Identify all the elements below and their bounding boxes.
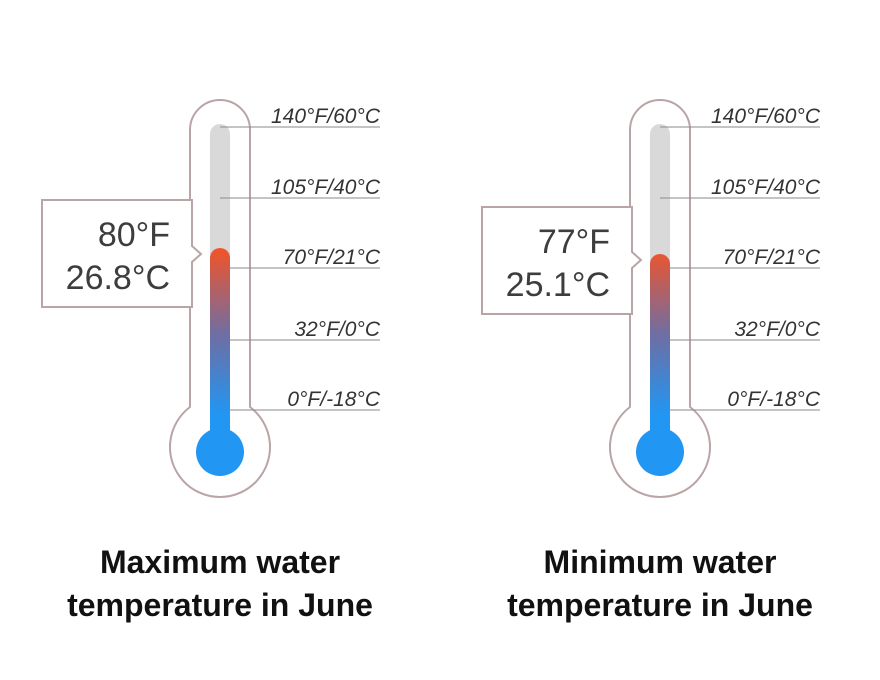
value-callout	[481, 206, 643, 315]
thermometer-minimum: 140°F/60°C 105°F/40°C 70°F/21°C 32°F/0°C 0°F…	[481, 99, 821, 623]
tick-label: 70°F/21°C	[283, 246, 381, 269]
tick-label: 0°F/-18°C	[287, 388, 380, 411]
value-label-celsius: 26.8°C	[66, 259, 170, 297]
value-label-fahrenheit: 77°F	[538, 223, 610, 261]
thermometer-bulb	[636, 428, 684, 476]
thermometer-bulb	[196, 428, 244, 476]
thermometer-maximum: 140°F/60°C 105°F/40°C 70°F/21°C 32°F/0°C 0°F…	[41, 99, 381, 623]
temperature-fill	[650, 254, 670, 440]
tick-label: 140°F/60°C	[711, 105, 821, 128]
value-label-celsius: 25.1°C	[506, 266, 610, 304]
chart-caption-line: temperature in June	[67, 587, 373, 623]
tick-label: 32°F/0°C	[734, 318, 820, 341]
tick-label: 32°F/0°C	[294, 318, 380, 341]
chart-caption-line: Maximum water	[100, 544, 340, 580]
value-label-fahrenheit: 80°F	[98, 216, 170, 254]
chart-caption-line: temperature in June	[507, 587, 813, 623]
tick-label: 105°F/40°C	[711, 176, 821, 199]
chart-caption-line: Minimum water	[544, 544, 777, 580]
tick-label: 70°F/21°C	[723, 246, 821, 269]
tick-label: 140°F/60°C	[271, 105, 381, 128]
tick-label: 105°F/40°C	[271, 176, 381, 199]
value-callout	[41, 199, 203, 308]
tick-label: 0°F/-18°C	[727, 388, 820, 411]
temperature-fill	[210, 248, 230, 440]
